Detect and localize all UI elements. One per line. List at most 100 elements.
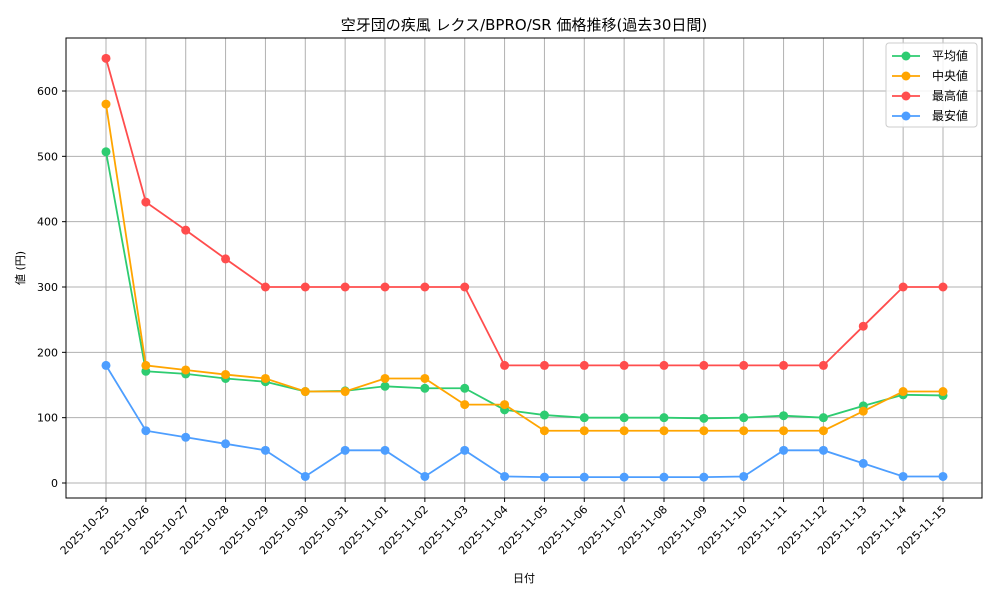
- data-point-marker: [420, 282, 430, 292]
- data-point-marker: [460, 400, 470, 410]
- data-point-marker: [141, 360, 151, 370]
- data-point-marker: [579, 426, 589, 436]
- data-point-marker: [818, 445, 828, 455]
- series-line: [101, 99, 948, 436]
- data-point-marker: [619, 360, 629, 370]
- data-point-marker: [500, 471, 510, 481]
- legend-label: 最高値: [932, 88, 968, 103]
- data-point-marker: [858, 458, 868, 468]
- data-point-marker: [739, 471, 749, 481]
- data-point-marker: [380, 282, 390, 292]
- legend-label: 中央値: [932, 68, 968, 83]
- data-point-marker: [699, 472, 709, 482]
- data-point-marker: [579, 472, 589, 482]
- data-point-marker: [699, 426, 709, 436]
- data-point-marker: [500, 400, 510, 410]
- data-point-marker: [898, 282, 908, 292]
- data-point-marker: [779, 426, 789, 436]
- series-path: [105, 58, 943, 367]
- series-line: [101, 53, 948, 370]
- data-point-marker: [659, 413, 669, 423]
- legend-marker-icon: [901, 111, 911, 121]
- data-point-marker: [420, 471, 430, 481]
- series-line: [101, 360, 948, 482]
- data-point-marker: [619, 413, 629, 423]
- data-point-marker: [938, 387, 948, 397]
- data-point-marker: [898, 471, 908, 481]
- data-point-marker: [340, 387, 350, 397]
- data-point-marker: [181, 225, 191, 235]
- data-point-marker: [380, 445, 390, 455]
- data-point-marker: [739, 360, 749, 370]
- data-point-marker: [659, 426, 669, 436]
- legend-box: [885, 42, 978, 128]
- data-point-marker: [181, 365, 191, 375]
- data-point-marker: [818, 360, 828, 370]
- y-tick-label: 0: [51, 477, 58, 490]
- data-point-marker: [539, 426, 549, 436]
- x-axis: 2025-10-252025-10-262025-10-272025-10-28…: [58, 498, 949, 557]
- data-point-marker: [460, 282, 470, 292]
- legend-label: 最安値: [932, 108, 968, 123]
- data-point-marker: [858, 406, 868, 416]
- data-point-marker: [938, 471, 948, 481]
- legend-marker-icon: [901, 71, 911, 81]
- legend-item: 中央値: [892, 68, 968, 83]
- data-point-marker: [500, 360, 510, 370]
- y-tick-label: 600: [37, 85, 58, 98]
- data-point-marker: [779, 360, 789, 370]
- data-series: [101, 53, 948, 482]
- y-tick-label: 400: [37, 216, 58, 229]
- data-point-marker: [898, 387, 908, 397]
- x-axis-label: 日付: [513, 572, 535, 585]
- data-point-marker: [101, 360, 111, 370]
- series-path: [105, 151, 944, 420]
- data-point-marker: [340, 282, 350, 292]
- data-point-marker: [221, 254, 231, 264]
- legend-item: 最安値: [892, 108, 968, 123]
- data-point-marker: [300, 471, 310, 481]
- data-point-marker: [101, 99, 111, 109]
- y-tick-label: 300: [37, 281, 58, 294]
- data-point-marker: [779, 445, 789, 455]
- data-point-marker: [300, 387, 310, 397]
- data-point-marker: [300, 282, 310, 292]
- data-point-marker: [659, 360, 669, 370]
- data-point-marker: [101, 147, 111, 157]
- data-point-marker: [460, 445, 470, 455]
- data-point-marker: [340, 445, 350, 455]
- grid-lines: [66, 38, 982, 498]
- legend-item: 最高値: [892, 88, 968, 103]
- data-point-marker: [579, 413, 589, 423]
- y-axis-label: 値 (円): [14, 251, 27, 285]
- legend-label: 平均値: [932, 48, 968, 63]
- data-point-marker: [260, 282, 270, 292]
- data-point-marker: [221, 370, 231, 380]
- data-point-marker: [579, 360, 589, 370]
- data-point-marker: [938, 282, 948, 292]
- series-line: [101, 147, 948, 423]
- data-point-marker: [380, 381, 390, 391]
- legend-marker-icon: [901, 51, 911, 61]
- plot-frame: [65, 37, 983, 499]
- data-point-marker: [380, 373, 390, 383]
- y-tick-label: 200: [37, 346, 58, 359]
- data-point-marker: [420, 373, 430, 383]
- data-point-marker: [858, 321, 868, 331]
- series-path: [105, 103, 943, 432]
- data-point-marker: [739, 413, 749, 423]
- chart-title: 空牙団の疾風 レクス/BPRO/SR 価格推移(過去30日間): [341, 16, 708, 34]
- legend-item: 平均値: [892, 48, 968, 63]
- data-point-marker: [619, 472, 629, 482]
- data-point-marker: [818, 413, 828, 423]
- y-axis: 0 100 200 300 400 500 600: [37, 85, 66, 490]
- data-point-marker: [221, 439, 231, 449]
- data-point-marker: [659, 472, 669, 482]
- data-point-marker: [260, 445, 270, 455]
- data-point-marker: [101, 53, 111, 63]
- data-point-marker: [539, 410, 549, 420]
- data-point-marker: [260, 373, 270, 383]
- y-tick-label: 100: [37, 412, 58, 425]
